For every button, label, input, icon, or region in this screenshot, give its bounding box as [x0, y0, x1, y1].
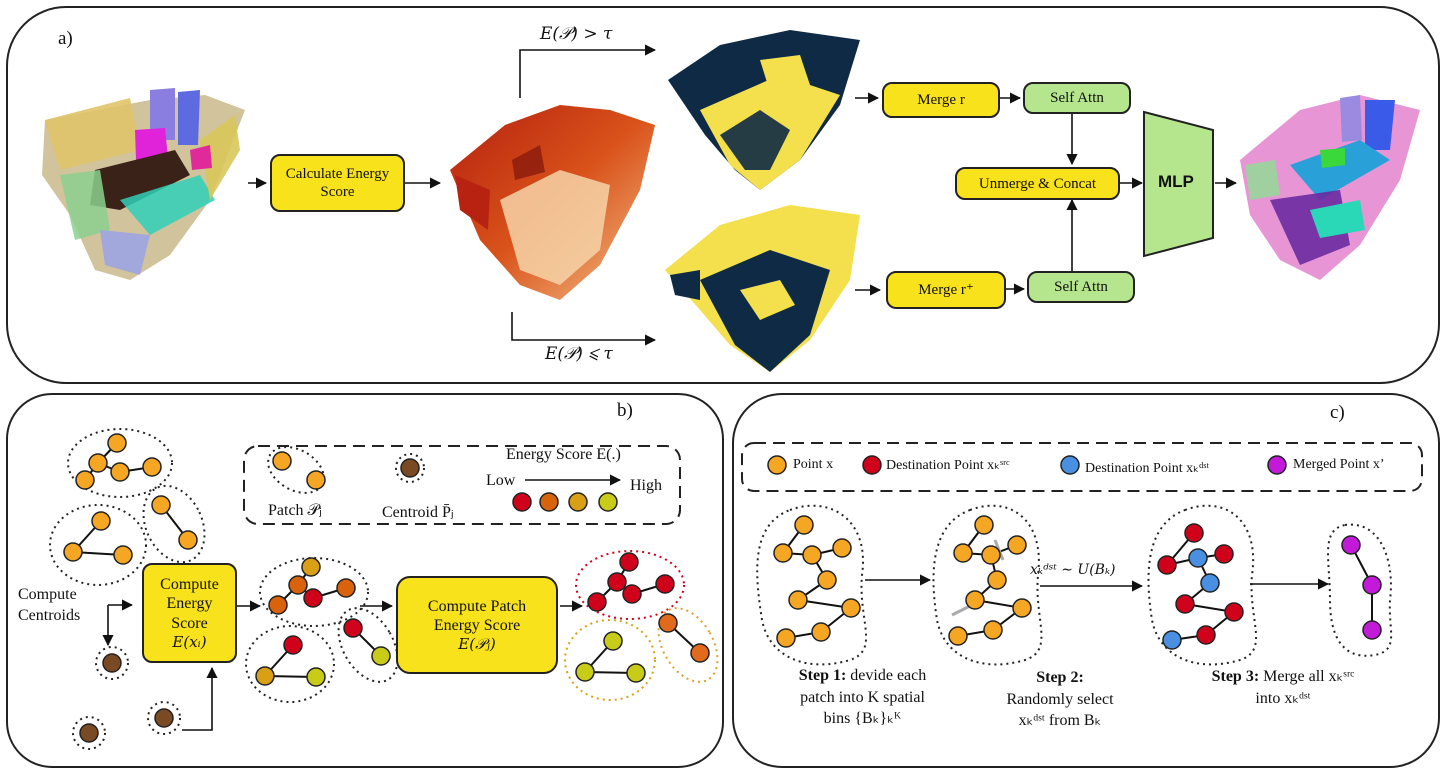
merge-r-plus-label: Merge r⁺	[918, 282, 974, 298]
merge-r-box: Merge r	[882, 82, 1000, 118]
merge-r-plus-box: Merge r⁺	[886, 271, 1006, 309]
high-energy-cloud	[668, 30, 860, 190]
step2-title: Step 2:	[1036, 669, 1084, 686]
compute-centroids-line2: Centroids	[18, 607, 81, 624]
merge-r-label: Merge r	[917, 92, 965, 108]
calculate-energy-score-label: Calculate Energy Score	[285, 166, 390, 200]
mlp-block	[1143, 110, 1214, 258]
input-point-cloud	[42, 88, 245, 280]
legend-high-label: High	[630, 477, 662, 494]
legend-point-label: Point x	[793, 457, 834, 472]
step3-line2: into xₖᵈˢᵗ	[1255, 689, 1311, 707]
compute-patch-line1: Compute Patch	[427, 597, 527, 615]
legend-patch-label: Patch 𝒫ⱼ	[268, 502, 322, 519]
legend-box-c	[741, 442, 1423, 492]
self-attn-bottom-label: Self Attn	[1054, 279, 1108, 295]
step1-text: Step 1: devide each patch into K spatial…	[770, 665, 955, 730]
legend-dest-dst-label: Destination Point xₖᵈˢᵗ	[1085, 461, 1210, 476]
self-attn-top-label: Self Attn	[1050, 90, 1104, 106]
compute-patch-energy-box: Compute Patch Energy Score E(𝒫ⱼ)	[396, 576, 558, 674]
unmerge-concat-box: Unmerge & Concat	[955, 167, 1120, 200]
panel-b-tag: b)	[617, 400, 633, 421]
step1-title: Step 1:	[798, 667, 847, 684]
step1-line1: devide each	[846, 667, 927, 684]
step1-line3: bins {Bₖ}ₖᴷ	[823, 710, 902, 728]
sample-label: xₖᵈˢᵗ ∼ U(Bₖ)	[1030, 562, 1116, 578]
legend-box-b	[243, 445, 681, 525]
self-attn-top-box: Self Attn	[1023, 82, 1131, 114]
step3-text: Step 3: Merge all xₖˢʳᶜ into xₖᵈˢᵗ	[1193, 666, 1373, 709]
panel-a-tag: a)	[58, 28, 73, 49]
calculate-energy-score-box: Calculate Energy Score	[270, 154, 405, 212]
legend-energy-label: Energy Score E(.)	[506, 446, 621, 463]
condition-low-label: E(𝒫) ⩽ τ	[545, 344, 613, 364]
low-energy-cloud	[665, 205, 860, 372]
condition-high-label: E(𝒫) > τ	[540, 24, 613, 44]
step3-title: Step 3:	[1211, 668, 1260, 685]
compute-patch-line2: Energy Score	[433, 617, 521, 634]
compute-centroids-line1: Compute	[18, 586, 77, 603]
panel-c-tag: c)	[1330, 402, 1345, 423]
step3-line1: Merge all xₖˢʳᶜ	[1259, 668, 1355, 685]
compute-energy-box: Compute Energy Score E(xᵢ)	[142, 563, 237, 663]
compute-energy-line4: E(xᵢ)	[172, 632, 207, 651]
legend-centroid-label: Centroid P̄ⱼ	[382, 504, 454, 521]
compute-energy-line2: Energy	[166, 595, 213, 613]
unmerge-concat-label: Unmerge & Concat	[978, 175, 1097, 192]
step1-line2: patch into K spatial	[800, 688, 925, 706]
step2-text: Step 2: Randomly select xₖᵈˢᵗ from Bₖ	[985, 667, 1135, 732]
compute-energy-line3: Score	[171, 614, 208, 632]
mlp-label: MLP	[1158, 172, 1194, 191]
compute-energy-line1: Compute	[160, 576, 219, 594]
legend-merged-label: Merged Point x’	[1293, 457, 1385, 472]
output-point-cloud	[1240, 95, 1420, 280]
legend-low-label: Low	[486, 472, 516, 489]
energy-heatmap-cloud	[450, 105, 655, 300]
self-attn-bottom-box: Self Attn	[1027, 271, 1135, 303]
step2-line2: xₖᵈˢᵗ from Bₖ	[1018, 712, 1102, 730]
panel-b	[6, 393, 724, 768]
step2-line1: Randomly select	[1006, 690, 1114, 708]
compute-patch-line3: E(𝒫ⱼ)	[458, 635, 496, 654]
legend-dest-src-label: Destination Point xₖˢʳᶜ	[886, 458, 1010, 473]
